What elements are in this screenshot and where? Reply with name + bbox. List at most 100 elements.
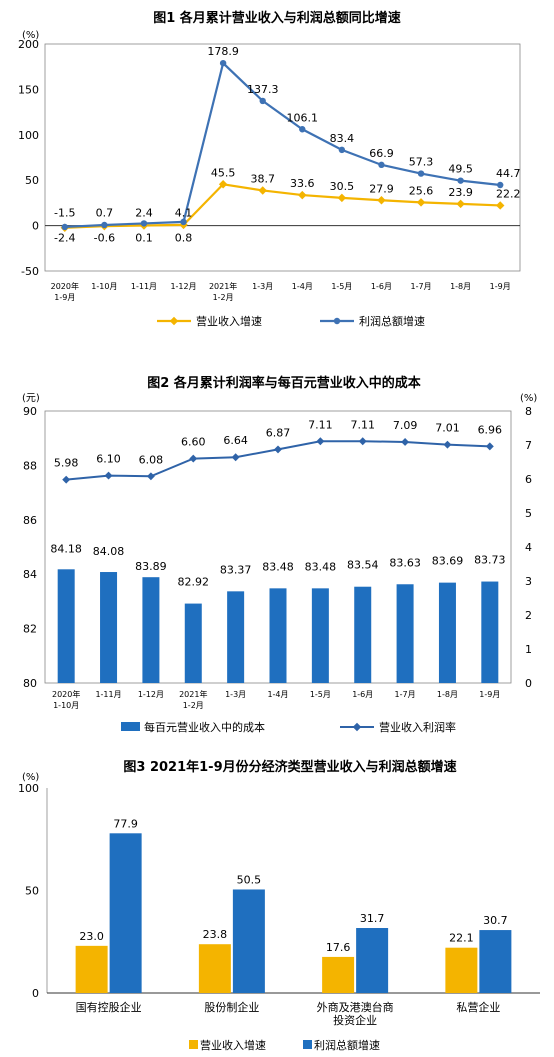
chart-1-data-label: 178.9	[207, 45, 239, 58]
chart-2-x-tick: 1-6月	[352, 690, 373, 699]
chart-1-data-label: 0.1	[135, 232, 153, 245]
chart-2-x-tick: 1-4月	[267, 690, 288, 699]
chart-2-y-tick-left: 84	[23, 568, 37, 581]
chart-2-bar	[311, 588, 329, 683]
chart-1-x-tick: 1-4月	[292, 282, 313, 291]
chart-2-y-tick-right: 6	[525, 473, 532, 486]
chart-3-bar	[479, 930, 512, 993]
chart-2-line-label: 7.11	[308, 418, 333, 431]
chart-2-point	[62, 475, 71, 484]
chart-1-x-tick: 2020年	[51, 281, 79, 291]
chart-2-bar	[396, 584, 414, 683]
chart-3-legend-label: 营业收入增速	[200, 1038, 266, 1052]
chart-2-y-tick-left: 90	[23, 405, 37, 418]
chart-3-bar-label: 17.6	[326, 941, 351, 954]
chart-1-point	[101, 221, 108, 229]
chart-3-bar-label: 22.1	[449, 932, 474, 945]
chart-2: 图2 各月累计利润率与每百元营业收入中的成本 (元) (%) 808284868…	[22, 375, 537, 734]
chart-2-y-tick-right: 4	[525, 541, 532, 554]
chart-2-y-tick-left: 80	[23, 677, 37, 690]
chart-3-bar-label: 77.9	[113, 817, 138, 830]
chart-2-point	[231, 453, 240, 462]
chart-3-x-tick: 国有控股企业	[76, 1000, 142, 1014]
chart-1-data-label: 25.6	[409, 184, 434, 197]
chart-2-bar	[481, 581, 499, 683]
chart-2-line-label: 5.98	[54, 457, 79, 470]
chart-1-legend-marker	[333, 317, 341, 325]
chart-1-point	[61, 223, 68, 231]
chart-2-x-tick: 1-5月	[310, 690, 331, 699]
chart-2-bar-label: 82.92	[178, 576, 210, 589]
chart-2-point	[401, 437, 410, 446]
chart-2-y-tick-right: 8	[525, 405, 532, 418]
chart-1-data-label: 49.5	[448, 163, 473, 176]
chart-1-data-label: 4.1	[175, 207, 193, 220]
chart-2-bar	[438, 582, 456, 683]
chart-2-x-tick: 1-10月	[53, 701, 79, 710]
chart-2-bar	[354, 586, 372, 683]
chart-1-data-label: 22.2	[496, 187, 521, 200]
chart-2-bar-label: 84.18	[50, 542, 82, 555]
chart-1-y-tick: 0	[32, 220, 39, 233]
chart-1-data-label: -0.6	[94, 232, 115, 245]
chart-3-bar	[356, 928, 389, 993]
chart-2-line-label: 7.09	[393, 419, 418, 432]
chart-2-x-tick: 1-11月	[95, 690, 121, 699]
chart-1-x-tick: 1-3月	[252, 282, 273, 291]
chart-1-y-tick: 100	[18, 129, 39, 142]
chart-3-bar-label: 23.8	[203, 928, 228, 941]
chart-1-series-line-1	[64, 183, 501, 229]
chart-2-x-tick: 1-3月	[225, 690, 246, 699]
chart-3-x-tick: 股份制企业	[204, 1000, 259, 1014]
chart-2-line-label: 7.01	[435, 422, 460, 435]
chart-2-bar-label: 84.08	[93, 545, 125, 558]
chart-1-legend-label: 利润总额增速	[359, 314, 425, 328]
chart-2-bar-label: 83.89	[135, 560, 167, 573]
chart-2-point	[485, 442, 494, 451]
chart-1-point	[219, 59, 227, 67]
chart-2-line-label: 6.96	[478, 423, 503, 436]
chart-1-x-tick: 1-8月	[450, 282, 471, 291]
chart-1-x-tick: 2021年	[209, 281, 237, 291]
chart-2-legend-label: 每百元营业收入中的成本	[144, 720, 265, 734]
chart-2-bar-label: 83.54	[347, 559, 379, 572]
chart-3-bar	[232, 889, 265, 993]
chart-3-y-tick: 50	[25, 885, 39, 898]
chart-2-bar-label: 83.48	[305, 560, 337, 573]
chart-1-y-tick: -50	[21, 265, 39, 278]
chart-1-data-label: 27.9	[369, 182, 394, 195]
chart-2-x-tick: 1-8月	[437, 690, 458, 699]
chart-1-x-tick: 1-7月	[411, 282, 432, 291]
chart-2-bar	[100, 572, 118, 683]
chart-1-data-label: 137.3	[247, 83, 279, 96]
chart-3-bar-label: 31.7	[360, 912, 385, 925]
chart-1-legend-marker	[169, 316, 179, 326]
chart-2-line-label: 6.08	[139, 453, 164, 466]
chart-2-y-tick-left: 82	[23, 623, 37, 636]
chart-3-unit: (%)	[22, 772, 39, 783]
chart-1-point	[497, 181, 504, 189]
chart-2-x-tick: 1-2月	[183, 701, 204, 710]
chart-1-x-tick: 1-11月	[131, 282, 157, 291]
chart-3-x-tick: 外商及港澳台商	[317, 1000, 394, 1014]
chart-1-point	[495, 201, 505, 210]
chart-1-point	[457, 177, 464, 184]
chart-2-x-tick: 1-12月	[138, 690, 164, 699]
chart-2-y-tick-left: 88	[23, 459, 37, 472]
chart-3-bar-label: 30.7	[483, 914, 508, 927]
chart-1-point	[259, 97, 266, 105]
chart-1-x-tick: 1-12月	[170, 282, 196, 291]
chart-1-data-label: 45.5	[211, 166, 236, 179]
chart-1-data-label: 0.7	[96, 207, 114, 220]
chart-2-point	[358, 437, 367, 446]
chart-1-x-tick: 1-9月	[54, 293, 75, 302]
chart-1-data-label: 66.9	[369, 147, 394, 160]
chart-1-data-label: 83.4	[330, 132, 355, 145]
chart-2-unit-right: (%)	[520, 393, 537, 404]
chart-1-legend-label: 营业收入增速	[196, 314, 262, 328]
chart-2-line-label: 7.11	[350, 418, 375, 431]
chart-2-line-label: 6.60	[181, 436, 206, 449]
chart-1-x-tick: 1-9月	[490, 282, 511, 291]
chart-1-data-label: 38.7	[250, 172, 275, 185]
chart-2-line-label: 6.87	[266, 426, 291, 439]
